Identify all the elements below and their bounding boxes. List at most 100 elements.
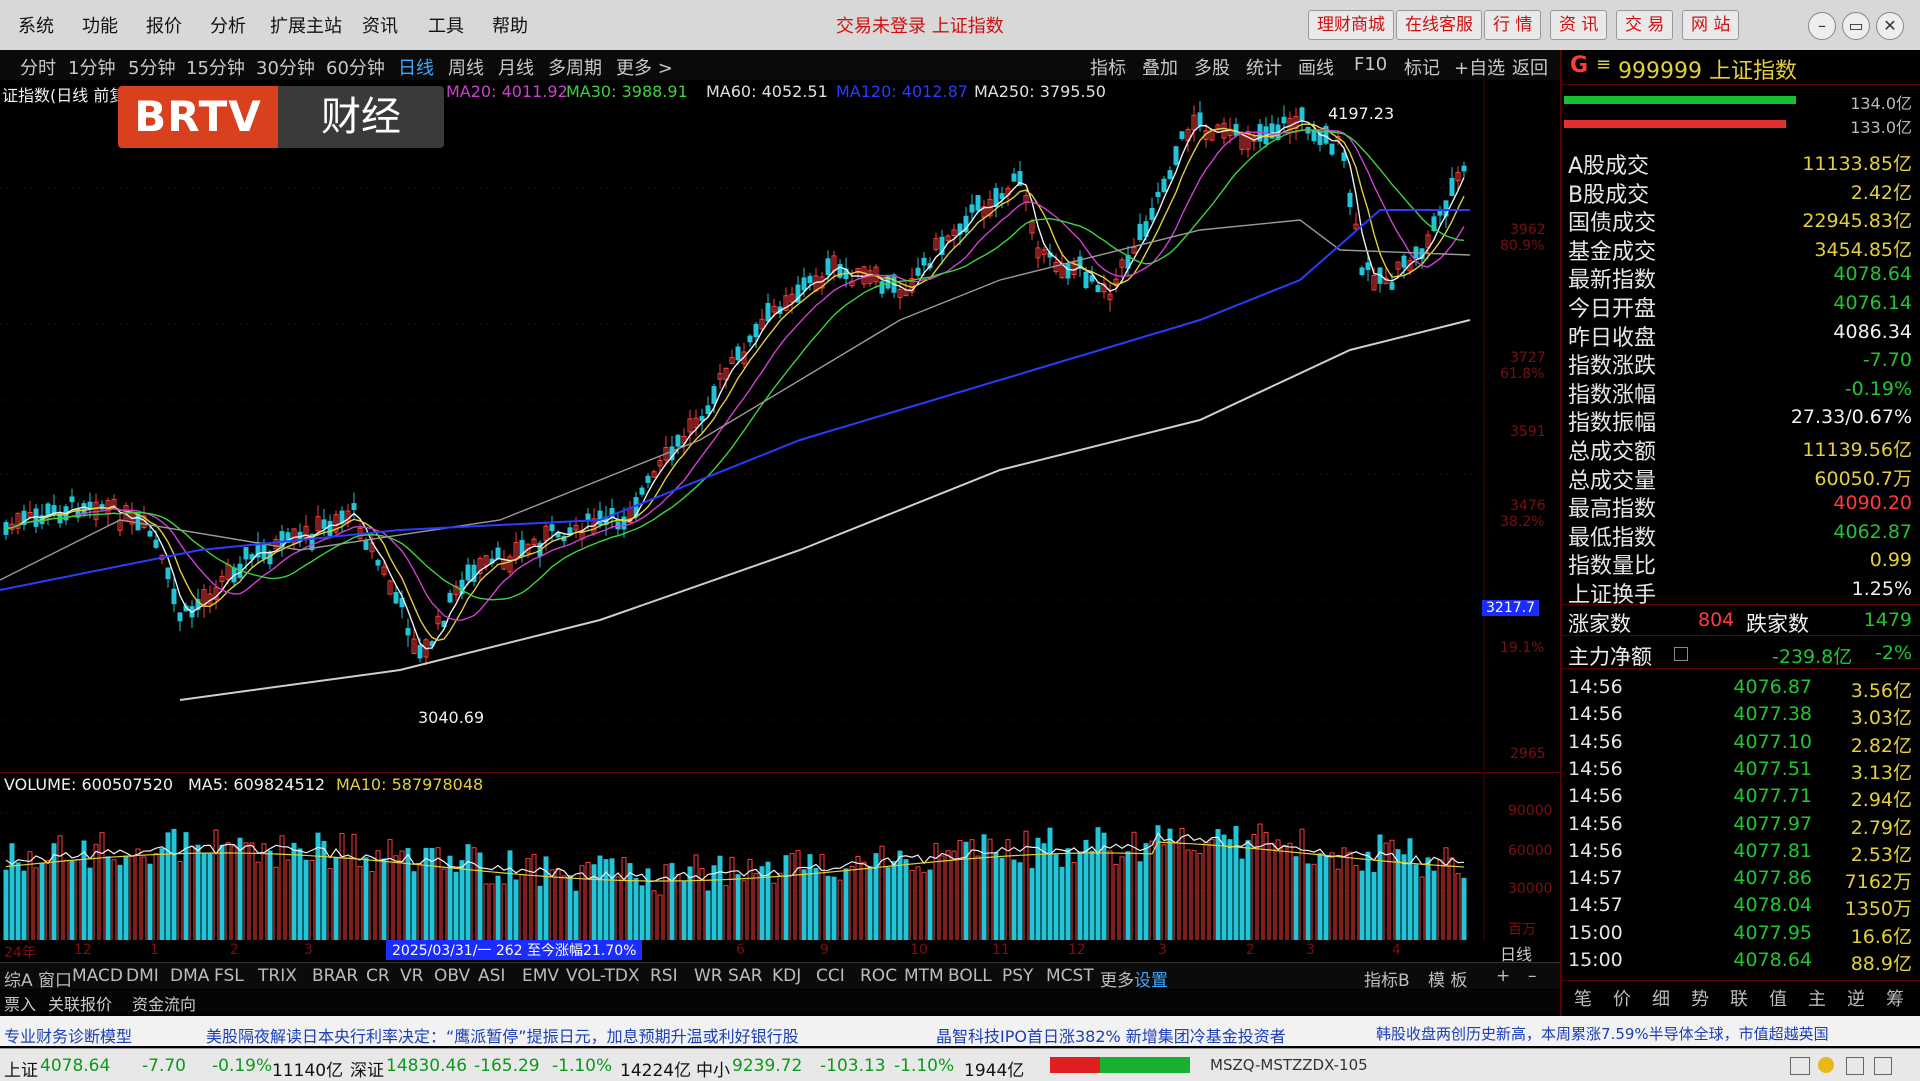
indicator-tab[interactable]: VR bbox=[400, 966, 424, 986]
net-flow-chart-icon[interactable] bbox=[1674, 647, 1688, 661]
panel-tab[interactable]: 值 bbox=[1769, 989, 1787, 1010]
news-button[interactable]: 资 讯 bbox=[1550, 10, 1608, 40]
panel-tab[interactable]: 势 bbox=[1691, 989, 1709, 1010]
indicator-tab[interactable]: 窗口 bbox=[38, 971, 72, 991]
indicator-tab[interactable]: BOLL bbox=[948, 966, 992, 986]
panel-tab[interactable]: 价 bbox=[1613, 989, 1631, 1010]
volume-svg[interactable] bbox=[0, 773, 1560, 942]
tick-row[interactable]: 14:56 4077.71 2.94亿 bbox=[1562, 783, 1920, 811]
market-button[interactable]: 行 情 bbox=[1484, 10, 1542, 40]
tick-row[interactable]: 14:56 4077.81 2.53亿 bbox=[1562, 838, 1920, 866]
toolbar-mark[interactable]: 标记 bbox=[1404, 58, 1440, 79]
menu-item-system[interactable]: 系统 bbox=[18, 16, 54, 37]
period-tab-60min[interactable]: 60分钟 bbox=[326, 58, 385, 79]
indicator-tool[interactable]: 模 板 bbox=[1428, 971, 1468, 991]
toolbar-f10[interactable]: F10 bbox=[1354, 54, 1388, 75]
volume-chart[interactable]: VOLUME: 600507520 MA5: 609824512 MA10: 5… bbox=[0, 772, 1560, 942]
wealth-mall-button[interactable]: 理财商城 bbox=[1308, 10, 1394, 40]
menu-item-quote[interactable]: 报价 bbox=[146, 16, 182, 37]
tools-icon[interactable] bbox=[1874, 1057, 1892, 1075]
indicator-tab[interactable]: PSY bbox=[1002, 966, 1034, 986]
panel-tab[interactable]: 筹 bbox=[1886, 989, 1904, 1010]
indicator-tool[interactable]: 指标B bbox=[1364, 971, 1410, 991]
indicator-tool[interactable]: + bbox=[1496, 966, 1511, 986]
period-tab-weekly[interactable]: 周线 bbox=[448, 58, 484, 79]
speaker-icon[interactable] bbox=[1846, 1057, 1864, 1075]
tick-row[interactable]: 15:00 4078.64 88.9亿 bbox=[1562, 947, 1920, 975]
menu-item-tools[interactable]: 工具 bbox=[428, 16, 464, 37]
indicator-tab[interactable]: MACD bbox=[72, 966, 123, 986]
indicator-tab[interactable]: MTM bbox=[904, 966, 944, 986]
period-tab-daily[interactable]: 日线 bbox=[398, 58, 434, 79]
fund-flow-tab[interactable]: 资金流向 bbox=[132, 995, 197, 1014]
kline-chart[interactable]: 证指数(日线 前复权) MA20: 4011.92 MA30: 3988.91 … bbox=[0, 80, 1560, 770]
menu-lines-icon[interactable]: ≡ bbox=[1596, 54, 1612, 75]
tick-row[interactable]: 14:56 4077.97 2.79亿 bbox=[1562, 811, 1920, 839]
period-tab-more[interactable]: 更多 > bbox=[616, 58, 673, 79]
indicator-tab[interactable]: SAR bbox=[728, 966, 763, 986]
indicator-tab[interactable]: FSL bbox=[214, 966, 244, 986]
toolbar-overlay[interactable]: 叠加 bbox=[1142, 58, 1178, 79]
tick-row[interactable]: 14:57 4078.04 1350万 bbox=[1562, 892, 1920, 920]
period-tab-1min[interactable]: 1分钟 bbox=[68, 58, 116, 79]
indicator-tab[interactable]: TRIX bbox=[258, 966, 297, 986]
toolbar-multi-stock[interactable]: 多股 bbox=[1194, 58, 1230, 79]
toolbar-add-watchlist[interactable]: +自选 bbox=[1454, 58, 1506, 79]
tick-row[interactable]: 15:00 4077.95 16.6亿 bbox=[1562, 920, 1920, 948]
ticker-item[interactable]: 美股隔夜解读日本央行利率决定：“鹰派暂停”提振日元，加息预期升温或利好银行股 bbox=[206, 1027, 799, 1046]
tick-row[interactable]: 14:56 4077.38 3.03亿 bbox=[1562, 701, 1920, 729]
indicator-tab[interactable]: VOL-TDX bbox=[566, 966, 640, 986]
indicator-tab[interactable]: KDJ bbox=[772, 966, 802, 986]
menu-item-analysis[interactable]: 分析 bbox=[210, 16, 246, 37]
panel-tab[interactable]: 细 bbox=[1652, 989, 1670, 1010]
indicator-tab[interactable]: 综A bbox=[4, 971, 33, 991]
indicator-tab[interactable]: CCI bbox=[816, 966, 845, 986]
period-tab-intraday[interactable]: 分时 bbox=[20, 58, 56, 79]
panel-tab[interactable]: 笔 bbox=[1574, 989, 1592, 1010]
menu-item-help[interactable]: 帮助 bbox=[492, 16, 528, 37]
maximize-icon[interactable]: ▭ bbox=[1842, 12, 1870, 40]
toolbar-back[interactable]: 返回 bbox=[1512, 58, 1548, 79]
indicator-tab[interactable]: MCST bbox=[1046, 966, 1094, 986]
ticker-item[interactable]: 专业财务诊断模型 bbox=[4, 1027, 133, 1046]
ticker-item[interactable]: 韩股收盘两创历史新高，本周累涨7.59%半导体全球，市值超越英国 bbox=[1376, 1025, 1829, 1043]
close-icon[interactable]: ✕ bbox=[1876, 12, 1904, 40]
indicator-tab[interactable]: ROC bbox=[860, 966, 898, 986]
indicator-tab[interactable]: BRAR bbox=[312, 966, 359, 986]
period-tab-30min[interactable]: 30分钟 bbox=[256, 58, 315, 79]
website-button[interactable]: 网 站 bbox=[1682, 10, 1740, 40]
indicator-tab[interactable]: ASI bbox=[478, 966, 506, 986]
indicator-tab[interactable]: CR bbox=[366, 966, 390, 986]
kline-svg[interactable] bbox=[0, 80, 1560, 770]
tick-row[interactable]: 14:56 4076.87 3.56亿 bbox=[1562, 674, 1920, 702]
tick-row[interactable]: 14:56 4077.10 2.82亿 bbox=[1562, 729, 1920, 757]
minimize-icon[interactable]: – bbox=[1808, 12, 1836, 40]
import-tab[interactable]: 票入 bbox=[4, 995, 37, 1014]
menu-item-news[interactable]: 资讯 bbox=[362, 16, 398, 37]
toolbar-stats[interactable]: 统计 bbox=[1246, 58, 1282, 79]
indicator-tab[interactable]: WR bbox=[694, 966, 723, 986]
tick-row[interactable]: 14:56 4077.51 3.13亿 bbox=[1562, 756, 1920, 784]
online-service-button[interactable]: 在线客服 bbox=[1396, 10, 1482, 40]
indicator-tab[interactable]: 设置 bbox=[1134, 971, 1168, 991]
indicator-tab[interactable]: DMA bbox=[170, 966, 210, 986]
period-tab-multi[interactable]: 多周期 bbox=[548, 58, 602, 79]
smiley-icon[interactable] bbox=[1818, 1057, 1834, 1073]
panel-tab[interactable]: 主 bbox=[1808, 989, 1826, 1010]
menu-item-extension[interactable]: 扩展主站 bbox=[270, 16, 342, 37]
indicator-tab[interactable]: DMI bbox=[126, 966, 159, 986]
indicator-tab[interactable]: EMV bbox=[522, 966, 560, 986]
period-tab-monthly[interactable]: 月线 bbox=[498, 58, 534, 79]
settings-icon[interactable] bbox=[1790, 1057, 1810, 1075]
toolbar-draw[interactable]: 画线 bbox=[1298, 58, 1334, 79]
toolbar-indicator[interactable]: 指标 bbox=[1090, 58, 1126, 79]
panel-tab[interactable]: 联 bbox=[1730, 989, 1748, 1010]
menu-item-function[interactable]: 功能 bbox=[82, 16, 118, 37]
tick-row[interactable]: 14:57 4077.86 7162万 bbox=[1562, 865, 1920, 893]
period-tab-5min[interactable]: 5分钟 bbox=[128, 58, 176, 79]
indicator-tab[interactable]: RSI bbox=[650, 966, 678, 986]
ticker-item[interactable]: 晶智科技IPO首日涨382% 新增集团冷基金投资者 bbox=[936, 1027, 1286, 1046]
indicator-tab[interactable]: OBV bbox=[434, 966, 471, 986]
indicator-tab[interactable]: 更多 bbox=[1100, 971, 1134, 991]
trade-button[interactable]: 交 易 bbox=[1616, 10, 1674, 40]
